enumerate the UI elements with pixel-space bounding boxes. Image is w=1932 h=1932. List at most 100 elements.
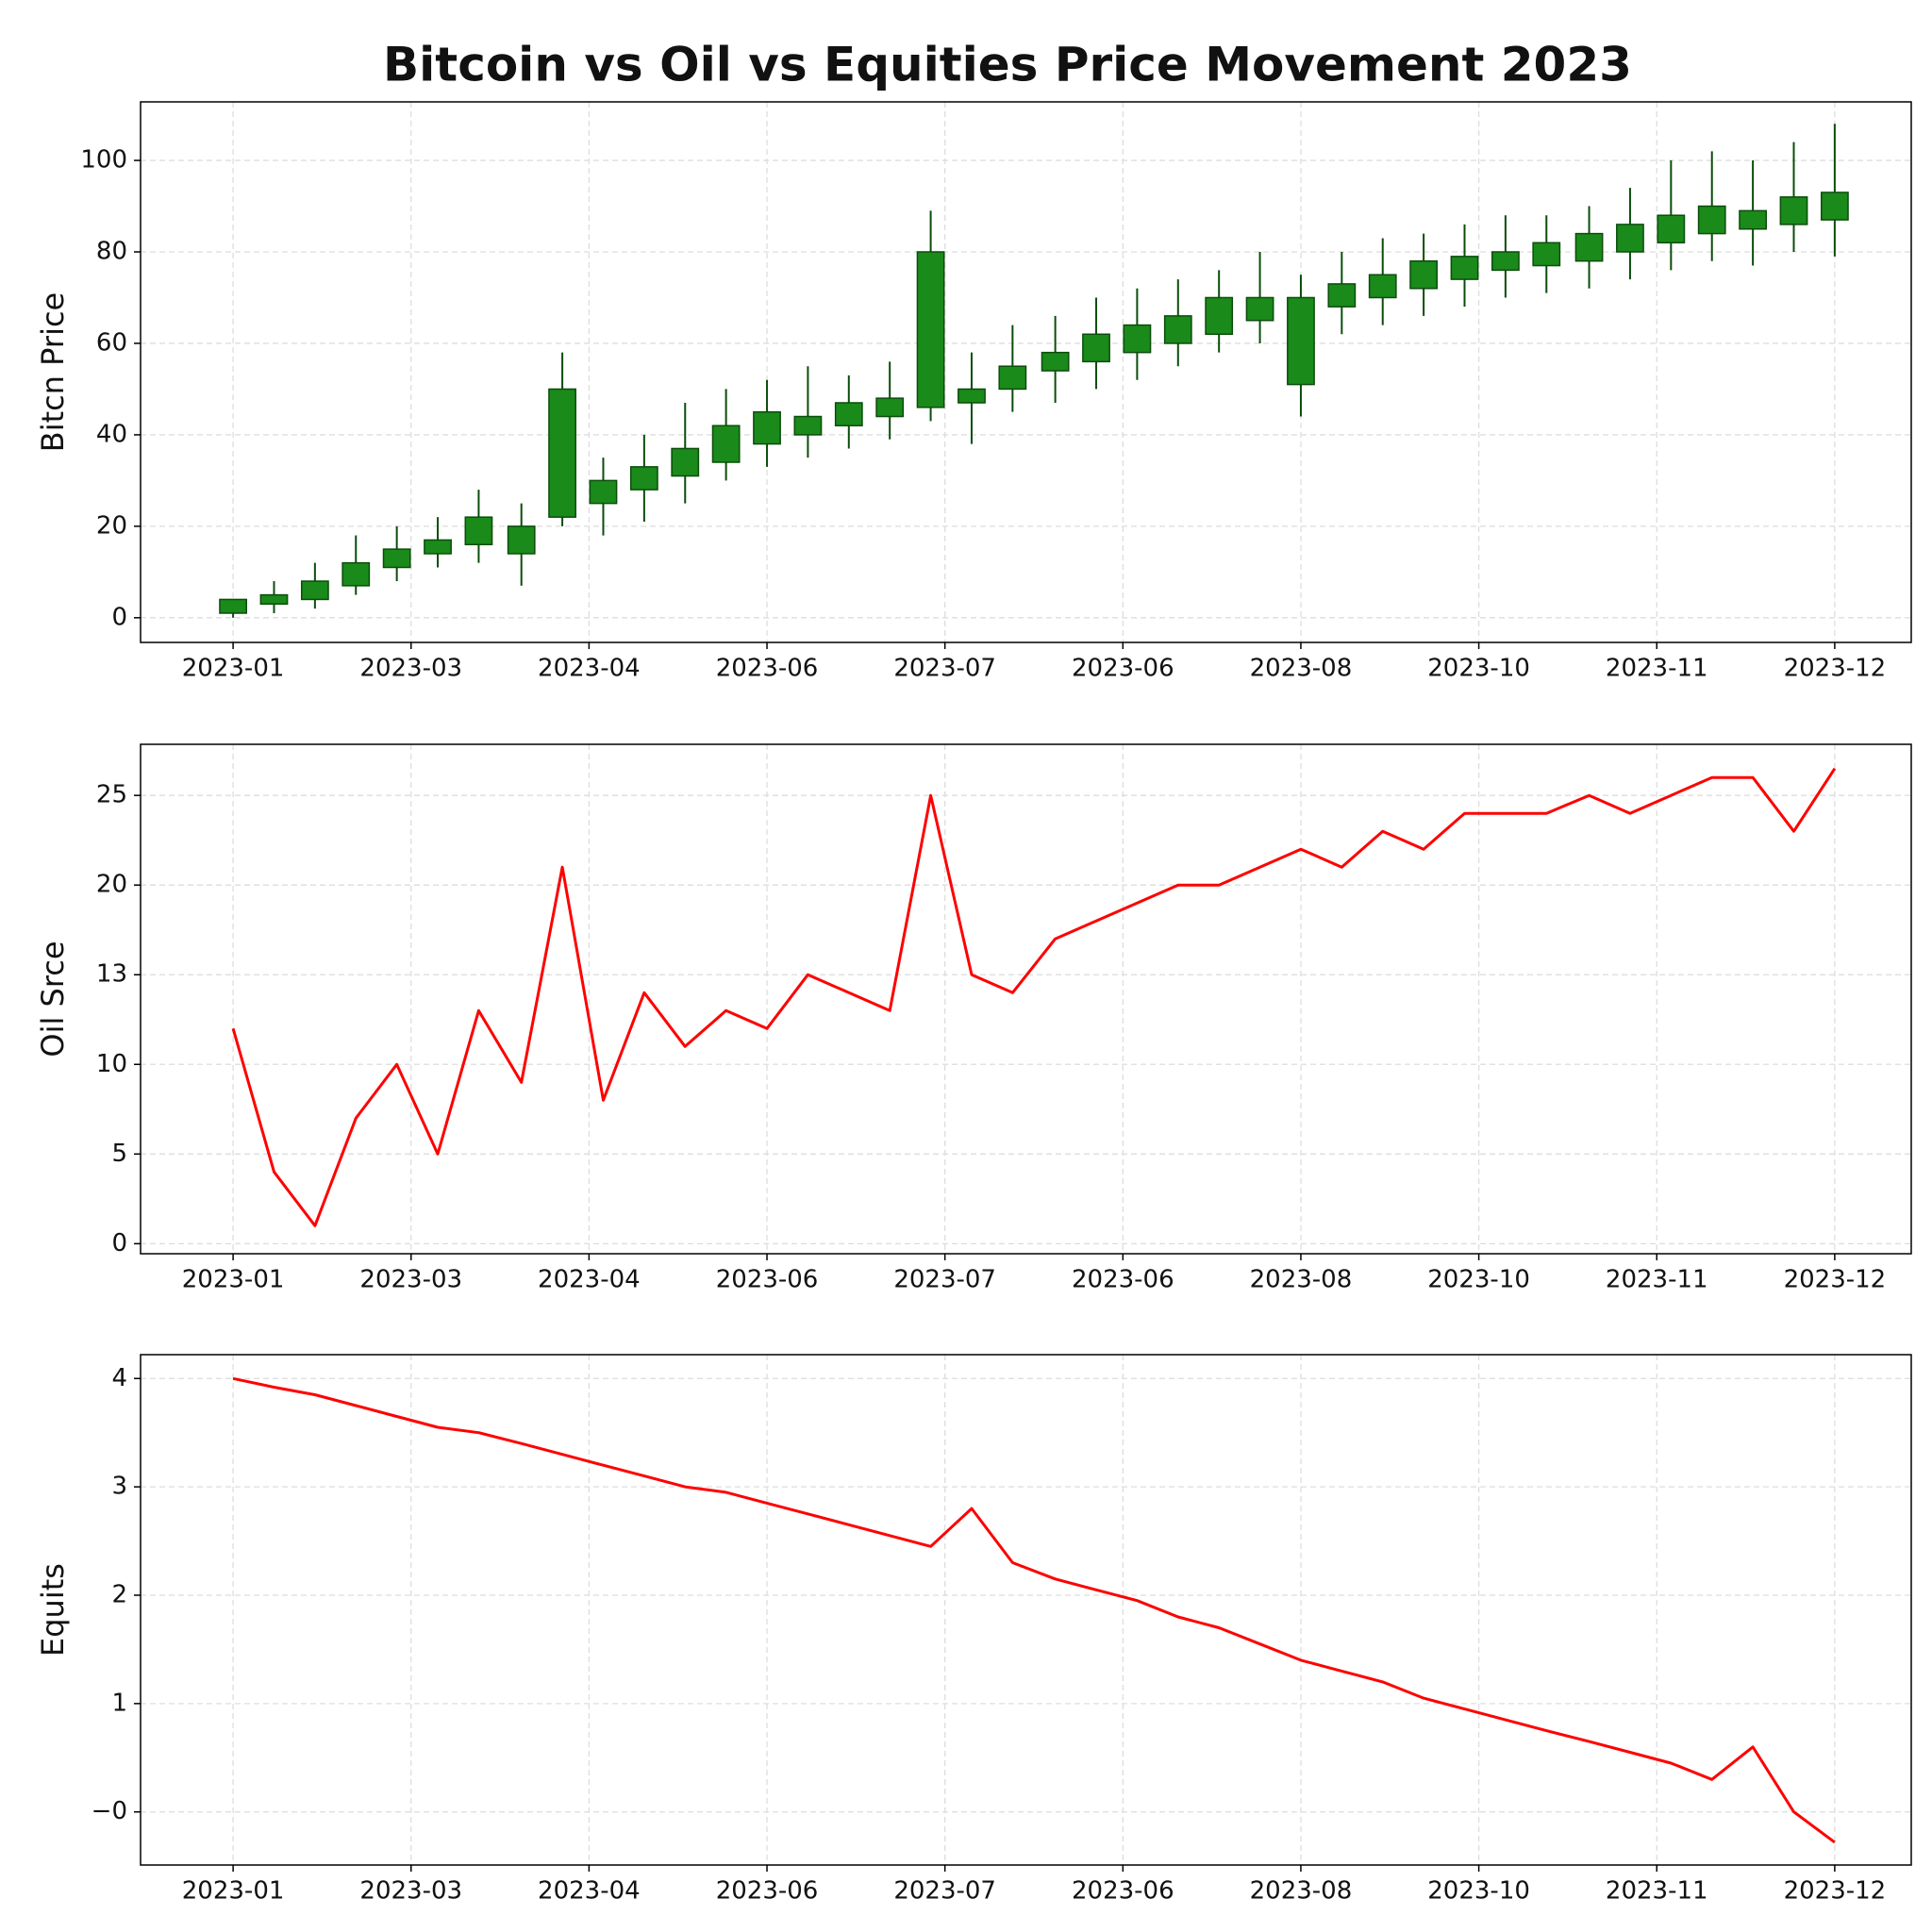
y-tick-label: 60 <box>96 328 127 357</box>
candle-body <box>711 425 741 463</box>
y-tick-label: 20 <box>96 511 127 540</box>
y-tick-label: 3 <box>111 1473 127 1501</box>
candle-body <box>629 466 658 491</box>
y-tick-label: 40 <box>96 420 127 448</box>
y-tick-label: 13 <box>96 960 127 989</box>
y-axis-label: Bitcn Price <box>35 292 71 453</box>
candle-body <box>1532 242 1561 267</box>
x-tick-label: 2023-07 <box>893 655 996 683</box>
y-tick-label: 4 <box>111 1364 127 1392</box>
candle-body <box>1574 232 1604 262</box>
candle-body <box>464 516 493 546</box>
candle-body <box>1368 274 1397 299</box>
x-tick-label: 2023-06 <box>1072 1266 1174 1294</box>
x-tick-label: 2023-01 <box>182 655 285 683</box>
axes-frame <box>140 1354 1912 1866</box>
y-tick-label: 5 <box>111 1140 127 1168</box>
candle-body <box>589 479 618 505</box>
axes-frame <box>140 101 1912 643</box>
candle-body <box>1657 214 1686 244</box>
candle-body <box>1327 283 1357 308</box>
x-tick-label: 2023-08 <box>1250 1266 1353 1294</box>
x-tick-label: 2023-01 <box>182 1877 285 1906</box>
x-tick-label: 2023-11 <box>1606 1877 1708 1906</box>
candle-body <box>1820 192 1849 221</box>
candle-body <box>1245 296 1274 322</box>
candle-body <box>507 525 536 555</box>
x-tick-label: 2023-10 <box>1427 655 1530 683</box>
x-tick-label: 2023-12 <box>1784 1877 1887 1906</box>
subplot: 2023-01 2023-03 2023-04 2023-06 2023-07 2023-… <box>35 1354 1912 1906</box>
candle-body <box>753 410 781 445</box>
candle-body <box>1409 259 1439 290</box>
candle-body <box>1739 209 1768 230</box>
candle-body <box>1779 196 1808 225</box>
x-tick-label: 2023-07 <box>893 1877 996 1906</box>
x-tick-label: 2023-04 <box>538 655 641 683</box>
y-tick-label: −0 <box>92 1797 127 1825</box>
y-axis-label: Equits <box>35 1563 71 1657</box>
candle-body <box>1205 296 1234 336</box>
y-tick-label: 0 <box>111 1229 127 1257</box>
x-tick-label: 2023-06 <box>716 1877 819 1906</box>
candle-body <box>1491 251 1520 272</box>
x-tick-label: 2023-10 <box>1427 1266 1530 1294</box>
candle-body <box>1163 315 1192 344</box>
candle-body <box>793 415 823 436</box>
candle-body <box>259 593 289 606</box>
x-tick-label: 2023-06 <box>716 655 819 683</box>
axes-frame <box>140 743 1912 1255</box>
x-tick-label: 2023-01 <box>182 1266 285 1294</box>
candle-body <box>341 561 371 587</box>
subplot: 2023-01 2023-03 2023-04 2023-06 2023-07 2023-… <box>35 743 1912 1294</box>
candle-body <box>300 580 329 601</box>
x-tick-label: 2023-04 <box>538 1877 641 1906</box>
candle-body <box>1697 205 1726 235</box>
candle-body <box>1450 256 1479 280</box>
candle-body <box>548 388 576 518</box>
price-line <box>232 1376 1836 1844</box>
y-tick-label: 20 <box>96 871 127 899</box>
candle-body <box>424 539 452 555</box>
x-tick-label: 2023-07 <box>893 1266 996 1294</box>
y-tick-label: 100 <box>80 146 127 175</box>
candle-body <box>1287 296 1315 386</box>
y-tick-label: 25 <box>96 781 127 809</box>
x-tick-label: 2023-03 <box>359 655 462 683</box>
x-tick-label: 2023-03 <box>359 1266 462 1294</box>
candle-body <box>1041 351 1070 372</box>
figure-title: Bitcoin vs Oil vs Equities Price Movemen… <box>383 38 1632 92</box>
candle-body <box>671 447 700 477</box>
candle-body <box>834 402 863 426</box>
candle-body <box>916 251 945 408</box>
subplot: 2023-01 2023-03 2023-04 2023-06 2023-07 2023-… <box>35 101 1912 683</box>
x-tick-label: 2023-08 <box>1250 655 1353 683</box>
y-tick-label: 1 <box>111 1689 127 1717</box>
x-tick-label: 2023-11 <box>1606 1266 1708 1294</box>
x-tick-label: 2023-03 <box>359 1877 462 1906</box>
x-tick-label: 2023-06 <box>1072 655 1174 683</box>
price-line <box>231 767 1837 1227</box>
y-tick-label: 80 <box>96 238 127 266</box>
x-tick-label: 2023-12 <box>1784 1266 1887 1294</box>
x-tick-label: 2023-10 <box>1427 1877 1530 1906</box>
candle-body <box>219 598 247 614</box>
y-axis-label: Oil Srce <box>35 941 71 1057</box>
x-tick-label: 2023-12 <box>1784 655 1887 683</box>
candle-body <box>1123 324 1152 354</box>
x-tick-label: 2023-11 <box>1606 655 1708 683</box>
candle-body <box>382 548 411 569</box>
candle-body <box>998 365 1027 391</box>
x-tick-label: 2023-08 <box>1250 1877 1353 1906</box>
y-tick-label: 0 <box>111 603 127 631</box>
candle-body <box>875 397 905 418</box>
candle-body <box>1082 333 1110 363</box>
candle-body <box>1616 224 1644 253</box>
x-tick-label: 2023-06 <box>716 1266 819 1294</box>
y-tick-label: 10 <box>96 1050 127 1078</box>
x-tick-label: 2023-04 <box>538 1266 641 1294</box>
y-tick-label: 2 <box>111 1580 127 1608</box>
candle-body <box>958 388 986 404</box>
x-tick-label: 2023-06 <box>1072 1877 1174 1906</box>
